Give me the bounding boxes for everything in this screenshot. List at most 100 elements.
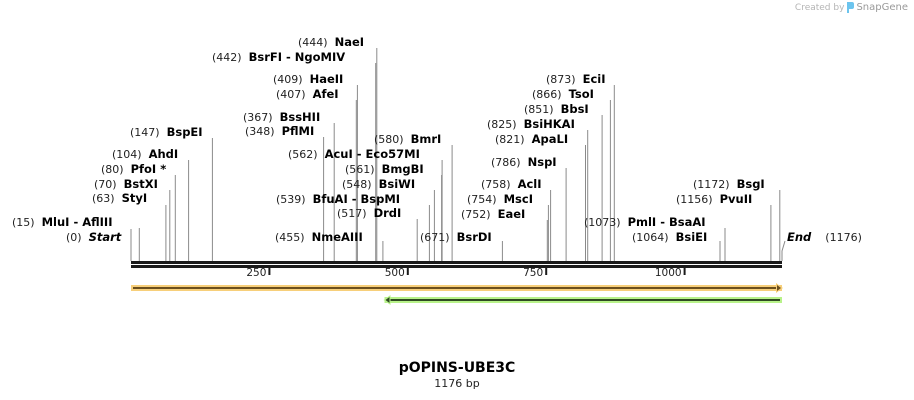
enzyme-site-label[interactable]: (561) BmgBI xyxy=(345,162,424,177)
map-length: 1176 bp xyxy=(434,377,480,390)
ruler-tick xyxy=(683,268,686,275)
site-position: (455) xyxy=(275,231,305,244)
enzyme-site-label[interactable]: (367) BssHII xyxy=(243,110,321,125)
site-name: MscI xyxy=(503,192,533,206)
site-name: BsiHKAI xyxy=(523,117,575,131)
enzyme-site-label[interactable]: (754) MscI xyxy=(467,192,533,207)
site-name: EaeI xyxy=(497,207,526,221)
site-name: EciI xyxy=(582,72,606,86)
enzyme-site-label[interactable]: (70) BstXI xyxy=(94,178,158,192)
ruler-tick xyxy=(545,268,548,275)
site-position: (15) xyxy=(12,216,35,229)
site-position: (1176) xyxy=(825,231,862,244)
enzyme-site-label[interactable]: (825) BsiHKAI xyxy=(487,117,575,132)
enzyme-site-label[interactable]: (455) NmeAIII xyxy=(275,231,363,245)
enzyme-site-label[interactable]: (671) BsrDI xyxy=(420,230,492,245)
site-position: (821) xyxy=(495,133,525,146)
snapgene-credit: Created by SnapGene xyxy=(795,2,908,13)
site-name: NaeI xyxy=(334,35,365,49)
enzyme-site-label[interactable]: (1172) BsgI xyxy=(693,177,765,192)
site-position: (1156) xyxy=(676,193,713,206)
enzyme-site-label[interactable]: (580) BmrI xyxy=(374,133,441,147)
enzyme-site-label[interactable]: (548) BsiWI xyxy=(342,177,416,192)
site-position: (63) xyxy=(92,192,115,205)
enzyme-site-label[interactable]: (104) AhdI xyxy=(112,147,179,162)
site-position: (147) xyxy=(130,126,160,139)
site-position: (671) xyxy=(420,231,450,244)
site-name: NspI xyxy=(527,155,557,169)
site-name: StyI xyxy=(121,191,148,205)
site-name: MluI - AflIII xyxy=(41,215,113,229)
enzyme-site-label[interactable]: (348) PflMI xyxy=(245,125,314,139)
forward-feature[interactable] xyxy=(131,283,783,293)
enzyme-site-label[interactable]: (1064) BsiEI xyxy=(632,230,708,245)
site-position: (407) xyxy=(276,88,306,101)
ruler-tick-label: 500 xyxy=(384,267,405,279)
site-name: BmgBI xyxy=(381,162,424,176)
enzyme-site-label[interactable]: (15) MluI - AflIII xyxy=(12,215,113,230)
site-position: (758) xyxy=(481,178,511,191)
credit-brand: SnapGene xyxy=(856,2,908,13)
enzyme-site-label[interactable]: (851) BbsI xyxy=(524,102,589,117)
site-position: (70) xyxy=(94,178,117,191)
enzyme-site-label[interactable]: (873) EciI xyxy=(546,72,606,87)
site-name: BsiWI xyxy=(378,177,416,191)
site-name: BssHII xyxy=(279,110,321,124)
enzyme-site-label[interactable]: (409) HaeII xyxy=(273,72,344,87)
enzyme-site-label[interactable]: (63) StyI xyxy=(92,191,148,206)
sequence-backbone[interactable] xyxy=(131,261,782,268)
site-name: AcuI - Eco57MI xyxy=(324,147,420,161)
enzyme-site-label[interactable]: (758) AclI xyxy=(481,177,542,192)
site-position: (367) xyxy=(243,111,273,124)
map-title: pOPINS-UBE3C xyxy=(398,360,516,376)
site-position: (442) xyxy=(212,51,242,64)
enzyme-site-label[interactable]: (1156) PvuII xyxy=(676,192,753,207)
snapgene-logo-icon xyxy=(847,2,855,13)
enzyme-site-label[interactable]: (444) NaeI xyxy=(298,35,365,50)
enzyme-site-label[interactable]: (442) BsrFI - NgoMIV xyxy=(212,51,345,65)
site-position: (754) xyxy=(467,193,497,206)
enzyme-site-label[interactable]: (562) AcuI - Eco57MI xyxy=(288,147,420,162)
ruler-tick-label: 1000 xyxy=(654,267,682,279)
site-name: BsgI xyxy=(736,177,765,191)
site-position: (409) xyxy=(273,73,303,86)
site-name: AfeI xyxy=(312,87,339,101)
site-name: PfoI * xyxy=(130,162,167,176)
enzyme-site-label[interactable]: (752) EaeI xyxy=(461,207,526,222)
site-position: (348) xyxy=(245,125,275,138)
ruler-ticks xyxy=(268,268,686,275)
site-position: (444) xyxy=(298,36,328,49)
enzyme-site-label[interactable]: (1073) PmlI - BsaAI xyxy=(584,216,706,230)
site-name: AhdI xyxy=(148,147,179,161)
site-position: (104) xyxy=(112,148,142,161)
enzyme-site-label[interactable]: (517) DrdI xyxy=(337,206,402,221)
site-name: ApaLI xyxy=(531,132,569,146)
enzyme-site-label[interactable]: (147) BspEI xyxy=(130,126,203,140)
site-position: (752) xyxy=(461,208,491,221)
ruler-tick-label: 250 xyxy=(246,267,267,279)
site-position: (866) xyxy=(532,88,562,101)
site-name: AclI xyxy=(517,177,542,191)
enzyme-site-label[interactable]: (80) PfoI * xyxy=(101,162,167,177)
site-name: DrdI xyxy=(373,206,402,220)
site-name: HaeII xyxy=(309,72,344,86)
enzyme-site-label[interactable]: (821) ApaLI xyxy=(495,132,569,147)
enzyme-site-label[interactable]: (407) AfeI xyxy=(276,87,339,102)
site-position: (1073) xyxy=(584,216,621,229)
enzyme-site-label[interactable]: (866) TsoI xyxy=(532,88,594,102)
site-name: BsiEI xyxy=(675,230,708,244)
site-position: (548) xyxy=(342,178,372,191)
enzyme-site-label[interactable]: End (1176) xyxy=(787,231,862,245)
cut-site-lines xyxy=(130,48,786,261)
enzyme-site-label[interactable]: (786) NspI xyxy=(491,155,557,170)
reverse-feature[interactable] xyxy=(383,295,783,305)
features xyxy=(131,283,783,305)
site-name: BbsI xyxy=(560,102,589,116)
enzyme-site-label[interactable]: (539) BfuAI - BspMI xyxy=(276,192,401,207)
enzyme-site-label[interactable]: (0) Start xyxy=(66,231,121,245)
site-name: PvuII xyxy=(719,192,753,206)
site-name: BsrDI xyxy=(456,230,492,244)
site-name: BfuAI - BspMI xyxy=(312,192,401,206)
site-position: (517) xyxy=(337,207,367,220)
